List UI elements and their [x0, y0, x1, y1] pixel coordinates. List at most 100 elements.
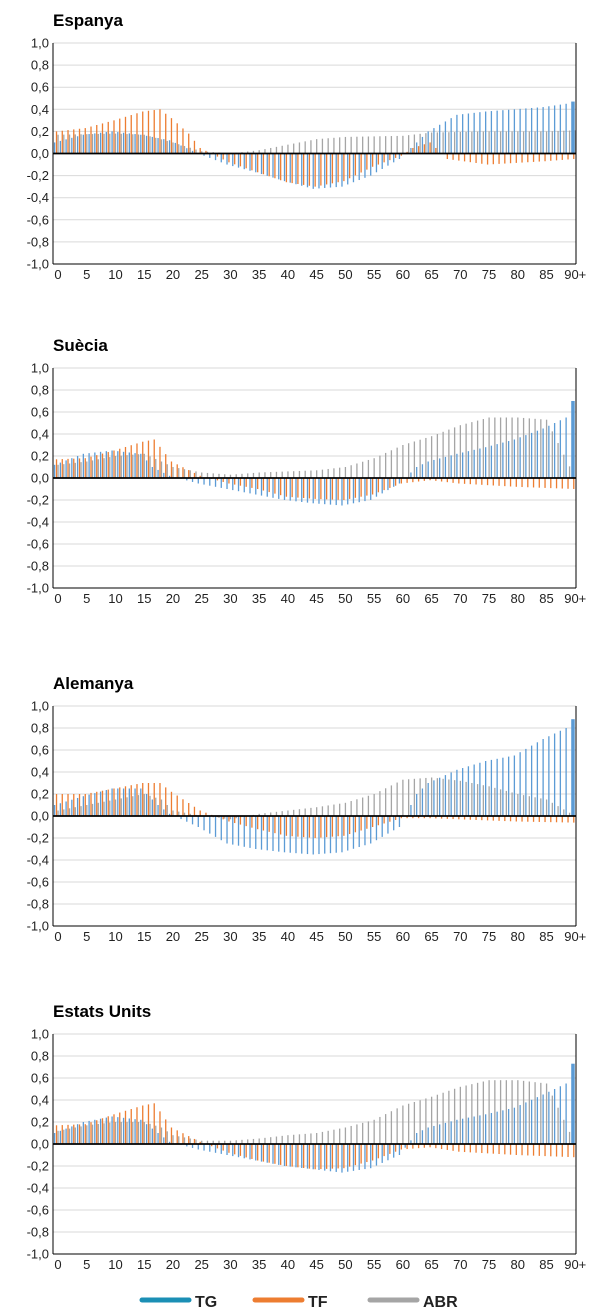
bar-tf-age-22	[182, 1133, 184, 1144]
bar-tg-age-33	[243, 153, 245, 170]
bar-abr-age-11	[120, 455, 122, 478]
bar-abr-age-42	[298, 1134, 301, 1144]
bar-tf-age-45	[314, 478, 316, 499]
bar-abr-age-9	[109, 800, 111, 816]
bar-tg-age-54	[364, 478, 366, 502]
bar-tg-age-81	[519, 437, 521, 478]
bar-tg-age-76	[490, 445, 493, 478]
bar-tg-age-70	[456, 453, 458, 478]
bar-abr-age-70	[459, 780, 462, 816]
y-tick-label: -0,8	[27, 897, 49, 912]
x-tick-label: 40	[281, 929, 295, 944]
bar-abr-age-49	[339, 803, 341, 816]
bar-tf-age-74	[481, 1144, 483, 1154]
bar-tg-age-79	[507, 1109, 510, 1144]
x-tick-label: 10	[108, 929, 122, 944]
bar-tf-age-20	[170, 791, 173, 816]
bar-tf-age-21	[176, 1130, 178, 1144]
bar-abr-age-76	[494, 417, 496, 478]
y-tick-label: -0,6	[27, 1203, 49, 1218]
bar-tf-age-44	[308, 816, 311, 838]
bar-tg-age-71	[462, 114, 464, 154]
bar-abr-age-87	[557, 443, 559, 478]
bar-tf-age-18	[159, 109, 161, 154]
x-tick-label: 30	[223, 929, 237, 944]
bar-tf-age-77	[498, 153, 500, 164]
bar-abr-age-85	[545, 1083, 548, 1144]
bar-tf-age-66	[435, 1144, 437, 1149]
bar-abr-age-25	[201, 151, 203, 154]
bar-tf-age-61	[406, 1144, 408, 1150]
bar-tf-age-17	[153, 1103, 155, 1144]
x-tick-label: 45	[309, 591, 323, 606]
bar-tg-age-86	[548, 736, 550, 816]
bar-tf-age-80	[515, 1144, 517, 1155]
bar-tg-age-48	[329, 1144, 332, 1172]
bar-abr-age-23	[189, 470, 191, 478]
bar-abr-age-16	[149, 456, 151, 478]
bar-tg-age-15	[140, 788, 142, 816]
bar-tg-age-19	[163, 1137, 165, 1144]
bar-tf-age-84	[538, 816, 540, 822]
bar-abr-age-67	[442, 778, 444, 816]
bar-abr-age-69	[453, 780, 456, 816]
bar-tg-age-39	[278, 816, 280, 852]
y-tick-label: -0,6	[27, 537, 49, 552]
y-tick-label: 0,0	[31, 471, 49, 486]
bar-tf-age-62	[412, 478, 414, 483]
bar-tf-age-66	[435, 478, 437, 481]
bar-tf-age-45	[314, 1144, 316, 1170]
bar-abr-age-82	[528, 131, 530, 154]
bar-abr-age-19	[166, 805, 168, 816]
bar-tf-age-16	[147, 440, 150, 478]
bar-tg-age-14	[134, 453, 136, 478]
bar-tg-age-89	[565, 728, 567, 816]
bar-tg-age-50	[341, 153, 343, 187]
bar-tg-age-87	[553, 733, 556, 816]
bar-tf-age-85	[544, 153, 546, 162]
bar-abr-age-66	[436, 778, 439, 816]
bar-tg-age-73	[473, 1116, 475, 1144]
bar-abr-age-38	[275, 146, 278, 154]
bar-tg-age-33	[243, 478, 245, 493]
bar-tg-age-16	[145, 1124, 148, 1144]
bar-abr-age-16	[149, 1123, 151, 1144]
x-tick-label: 65	[424, 929, 438, 944]
bar-abr-age-72	[471, 1084, 473, 1144]
bar-tg-age-66	[433, 1125, 435, 1144]
bar-abr-age-76	[494, 131, 496, 154]
bar-tg-age-58	[387, 478, 389, 491]
bar-tf-age-11	[119, 1112, 121, 1144]
bar-abr-age-51	[350, 1125, 352, 1144]
bar-abr-age-33	[247, 151, 249, 154]
bar-tf-age-2	[67, 794, 69, 816]
bar-abr-age-74	[482, 785, 485, 816]
x-tick-label: 75	[482, 929, 496, 944]
bar-tf-age-49	[337, 153, 339, 183]
bar-tg-age-31	[232, 153, 234, 167]
bar-tf-age-25	[199, 147, 201, 154]
bar-tg-age-37	[266, 1144, 268, 1163]
bar-tf-age-42	[297, 1144, 299, 1168]
bar-abr-age-30	[229, 474, 232, 478]
bar-tf-age-40	[285, 816, 288, 836]
bar-tg-age-62	[410, 805, 412, 816]
bar-tg-age-38	[272, 153, 274, 178]
bar-tf-age-84	[538, 1144, 540, 1156]
legend-label-tf: TF	[308, 1294, 328, 1311]
bar-abr-age-86	[551, 431, 553, 478]
bar-tf-age-30	[228, 816, 230, 822]
bar-tf-age-40	[285, 1144, 288, 1166]
bar-tg-age-4	[76, 797, 79, 816]
bar-tg-age-68	[444, 456, 447, 478]
bar-abr-age-4	[80, 462, 82, 478]
bar-abr-age-8	[103, 801, 105, 816]
bar-tg-age-26	[203, 478, 205, 485]
bar-tf-age-52	[354, 816, 357, 833]
bar-tf-age-64	[423, 1144, 425, 1148]
bar-tg-age-34	[249, 816, 251, 848]
bar-abr-age-83	[534, 418, 536, 478]
bar-abr-age-84	[540, 798, 542, 816]
bar-tf-age-54	[366, 816, 368, 829]
